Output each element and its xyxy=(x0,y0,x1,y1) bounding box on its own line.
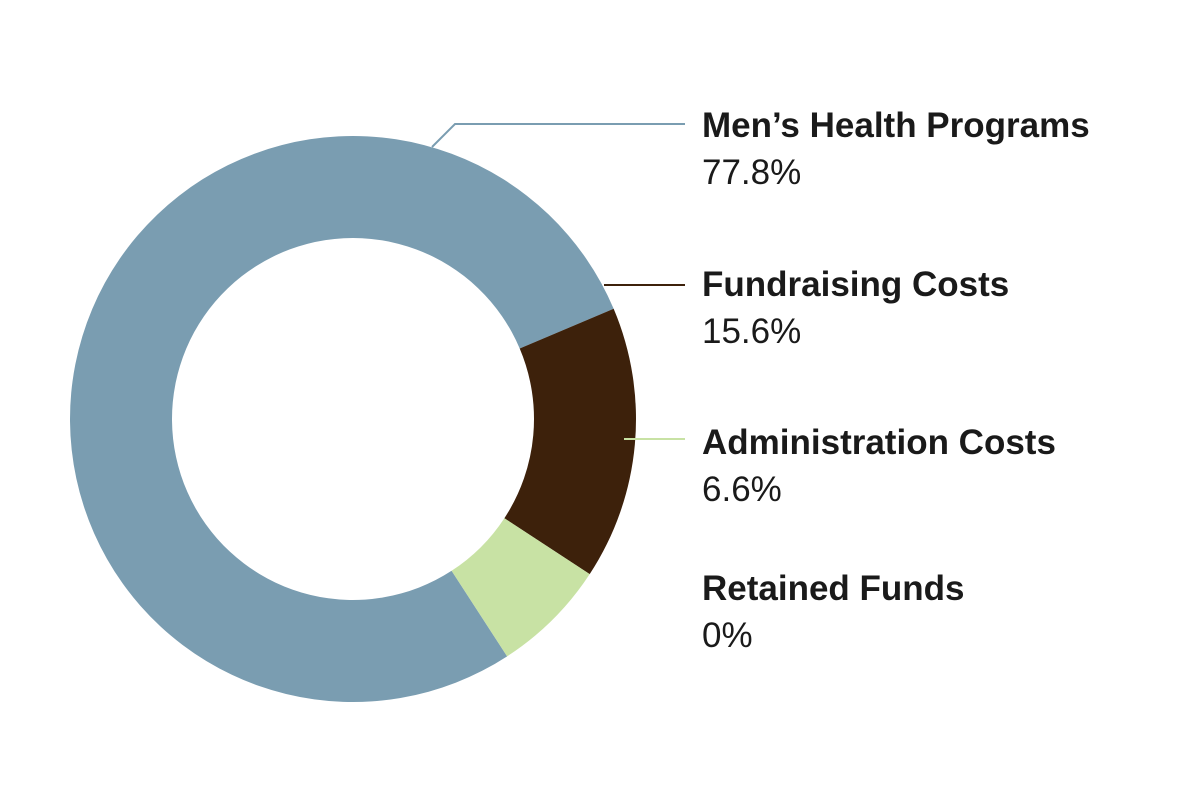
legend-value-fundraising-costs: 15.6% xyxy=(702,312,801,351)
legend-label-administration-costs: Administration Costs xyxy=(702,423,1056,462)
legend-value-administration-costs: 6.6% xyxy=(702,470,782,509)
slice-fundraising-costs xyxy=(504,308,636,575)
leader-line-men-s-health-programs xyxy=(431,123,685,148)
legend-label-men-s-health-programs: Men’s Health Programs xyxy=(702,106,1090,145)
slice-men-s-health-programs xyxy=(70,135,614,703)
legend-label-retained-funds: Retained Funds xyxy=(702,569,965,608)
legend-value-men-s-health-programs: 77.8% xyxy=(702,153,801,192)
legend: Men’s Health Programs 77.8% Fundraising Co… xyxy=(702,106,1090,655)
donut-slices xyxy=(70,135,636,703)
slice-administration-costs xyxy=(451,518,590,657)
leader-lines xyxy=(431,123,685,440)
legend-label-fundraising-costs: Fundraising Costs xyxy=(702,265,1009,304)
legend-value-retained-funds: 0% xyxy=(702,616,753,655)
